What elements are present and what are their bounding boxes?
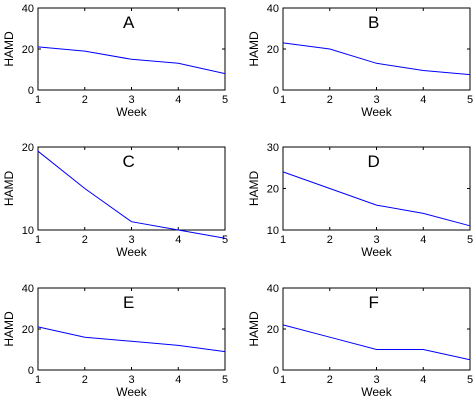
panel-c-xtick-label: 5 <box>222 234 228 246</box>
panel-d-ylabel: HAMD <box>247 171 261 207</box>
panel-b-ylabel: HAMD <box>247 31 261 67</box>
panel-e-xtick-label: 1 <box>35 374 41 386</box>
panel-a-xtick-label: 4 <box>175 94 181 106</box>
panel-d-title: D <box>368 152 380 171</box>
panel-d-xtick-label: 1 <box>280 234 286 246</box>
panel-d-ytick-label: 30 <box>267 142 279 154</box>
panel-a-xtick-label: 3 <box>128 94 134 106</box>
panel-e-xtick-label: 5 <box>222 374 228 386</box>
panel-f-xlabel: Week <box>361 385 392 399</box>
panel-f-ytick-label: 40 <box>267 283 279 295</box>
panel-d-xtick-label: 5 <box>467 234 473 246</box>
panel-f-series-line <box>282 324 471 361</box>
panel-f-ytick-label: 20 <box>267 324 279 336</box>
panel-c-ytick-label: 10 <box>22 225 34 237</box>
panel-c-axes-frame <box>37 146 226 231</box>
panel-a-ytick-label: 40 <box>22 3 34 15</box>
panel-a-ylabel: HAMD <box>2 31 16 67</box>
panel-e-xlabel: Week <box>116 385 147 399</box>
panel-e-ytick-label: 20 <box>22 324 34 336</box>
panel-e-xtick-label: 2 <box>82 374 88 386</box>
panel-e-ytick-label: 0 <box>28 365 34 377</box>
panel-c-title: C <box>123 152 135 171</box>
panel-a-xtick-label: 2 <box>82 94 88 106</box>
panel-c-xlabel: Week <box>116 245 147 259</box>
panel-b-xtick-label: 4 <box>420 94 426 106</box>
panel-c-xtick-label: 1 <box>35 234 41 246</box>
panel-a-axes-frame <box>37 7 226 91</box>
panel-b-xtick-label: 3 <box>373 94 379 106</box>
panel-e-xtick-label: 3 <box>128 374 134 386</box>
panel-f-xtick-label: 3 <box>373 374 379 386</box>
panel-f-title: F <box>368 293 378 312</box>
panel-f-ylabel: HAMD <box>247 311 261 347</box>
panel-e-series-line <box>37 326 226 353</box>
panel-b-xtick-label: 2 <box>327 94 333 106</box>
panel-f-xtick-label: 4 <box>420 374 426 386</box>
panel-f-ytick-label: 0 <box>273 365 279 377</box>
panel-f-xtick-label: 1 <box>280 374 286 386</box>
panel-a-xtick-label: 5 <box>222 94 228 106</box>
panel-c-series-line <box>37 150 226 239</box>
panel-b-axes-frame <box>282 7 471 91</box>
panel-c-ylabel: HAMD <box>2 171 16 207</box>
panel-d-xlabel: Week <box>361 245 392 259</box>
panel-b-xtick-label: 1 <box>280 94 286 106</box>
panel-d-ytick-label: 20 <box>267 184 279 196</box>
panel-d-series-line <box>282 171 471 227</box>
panel-e-title: E <box>123 293 134 312</box>
panel-a-series-line <box>37 46 226 75</box>
panel-d-xtick-label: 2 <box>327 234 333 246</box>
panel-d-xtick-label: 3 <box>373 234 379 246</box>
panel-f-xtick-label: 2 <box>327 374 333 386</box>
panel-b-ytick-label: 40 <box>267 3 279 15</box>
panel-c-xtick-label: 2 <box>82 234 88 246</box>
panel-c-xtick-label: 4 <box>175 234 181 246</box>
panel-c-ytick-label: 20 <box>22 142 34 154</box>
panel-d-axes-frame <box>282 146 471 231</box>
panel-b-title: B <box>368 13 379 32</box>
panel-f-xtick-label: 5 <box>467 374 473 386</box>
panel-e-ylabel: HAMD <box>2 311 16 347</box>
panel-a-xlabel: Week <box>116 105 147 119</box>
panel-b-xtick-label: 5 <box>467 94 473 106</box>
panel-b-ytick-label: 20 <box>267 44 279 56</box>
panel-d-xtick-label: 4 <box>420 234 426 246</box>
panel-e-axes-frame <box>37 287 226 371</box>
panel-b-series-line <box>282 42 471 76</box>
panel-a-ytick-label: 20 <box>22 44 34 56</box>
panel-a-ytick-label: 0 <box>28 85 34 97</box>
panel-e-xtick-label: 4 <box>175 374 181 386</box>
panel-b-xlabel: Week <box>361 105 392 119</box>
panel-c-xtick-label: 3 <box>128 234 134 246</box>
panel-a-title: A <box>123 13 135 32</box>
panel-b-ytick-label: 0 <box>273 85 279 97</box>
panel-d-ytick-label: 10 <box>267 225 279 237</box>
panel-e-ytick-label: 40 <box>22 283 34 295</box>
panel-a-xtick-label: 1 <box>35 94 41 106</box>
